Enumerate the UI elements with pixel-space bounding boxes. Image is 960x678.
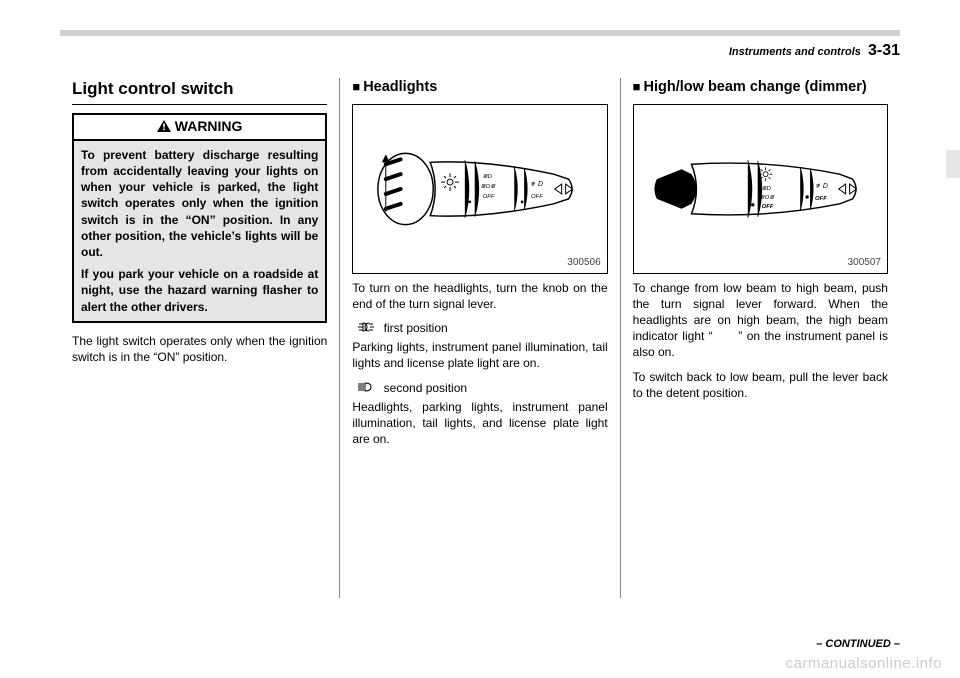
figure-highlow: ≣D ≣O≣ OFF ≢D OFF 300507 bbox=[633, 104, 888, 274]
headlights-title: Headlights bbox=[363, 79, 437, 95]
figure-id-1: 300506 bbox=[567, 256, 600, 270]
subsection-highlow: ■High/low beam change (dimmer) bbox=[633, 78, 888, 98]
svg-text:OFF: OFF bbox=[531, 193, 543, 199]
page-header: Instruments and controls 3-31 bbox=[60, 42, 900, 60]
svg-text:OFF: OFF bbox=[483, 193, 495, 199]
svg-text:≣O≣: ≣O≣ bbox=[759, 194, 775, 200]
col3-body1: To change from low beam to high beam, pu… bbox=[633, 280, 888, 361]
svg-text:OFF: OFF bbox=[761, 203, 773, 209]
content-columns: Light control switch WARNING To prevent … bbox=[60, 78, 900, 598]
pos1-label: first position bbox=[384, 321, 448, 335]
subsection-headlights: ■Headlights bbox=[352, 78, 607, 98]
bullet-icon: ■ bbox=[633, 79, 641, 94]
warning-box: WARNING To prevent battery discharge res… bbox=[72, 113, 327, 323]
position-1: first position bbox=[352, 320, 607, 336]
svg-text:≢D: ≢D bbox=[816, 183, 828, 190]
figure-id-2: 300507 bbox=[848, 256, 881, 270]
bullet-icon: ■ bbox=[352, 79, 360, 94]
warning-header: WARNING bbox=[74, 115, 325, 141]
chapter-title: Instruments and controls bbox=[729, 46, 861, 58]
svg-text:≢D: ≢D bbox=[531, 181, 543, 188]
column-2: ■Headlights bbox=[340, 78, 620, 598]
col1-body: The light switch operates only when the … bbox=[72, 333, 327, 365]
highlow-title: High/low beam change (dimmer) bbox=[644, 79, 867, 95]
page-number: 3-31 bbox=[868, 42, 900, 59]
warning-icon bbox=[157, 118, 175, 134]
top-rule bbox=[60, 30, 900, 36]
pos2-label: second position bbox=[384, 381, 467, 395]
col2-body1: To turn on the headlights, turn the knob… bbox=[352, 280, 607, 312]
col3-body2: To switch back to low beam, pull the lev… bbox=[633, 369, 888, 401]
watermark: carmanualsonline.info bbox=[786, 655, 942, 672]
warning-body: To prevent battery discharge resulting f… bbox=[74, 141, 325, 321]
headlight-icon bbox=[352, 380, 380, 396]
position-2: second position bbox=[352, 380, 607, 396]
svg-text:≣D: ≣D bbox=[483, 174, 493, 180]
svg-text:OFF: OFF bbox=[815, 195, 827, 201]
warning-label: WARNING bbox=[175, 118, 243, 134]
column-1: Light control switch WARNING To prevent … bbox=[60, 78, 340, 598]
column-3: ■High/low beam change (dimmer) ≣D ≣O≣ OF… bbox=[621, 78, 900, 598]
continued-label: – CONTINUED – bbox=[816, 638, 900, 650]
warning-text-2: If you park your vehicle on a roadside a… bbox=[81, 266, 318, 315]
warning-text-1: To prevent battery discharge resulting f… bbox=[81, 147, 318, 260]
section-title-light-control: Light control switch bbox=[72, 78, 327, 105]
pos2-body: Headlights, parking lights, instrument p… bbox=[352, 399, 607, 448]
svg-text:≣O≣: ≣O≣ bbox=[481, 184, 497, 190]
parking-light-icon bbox=[352, 320, 380, 336]
pos1-body: Parking lights, instrument panel illumin… bbox=[352, 339, 607, 371]
tab-marker bbox=[946, 150, 960, 178]
svg-text:≣D: ≣D bbox=[761, 186, 771, 192]
figure-headlights: ≣D ≣O≣ OFF ≢D OFF 300506 bbox=[352, 104, 607, 274]
